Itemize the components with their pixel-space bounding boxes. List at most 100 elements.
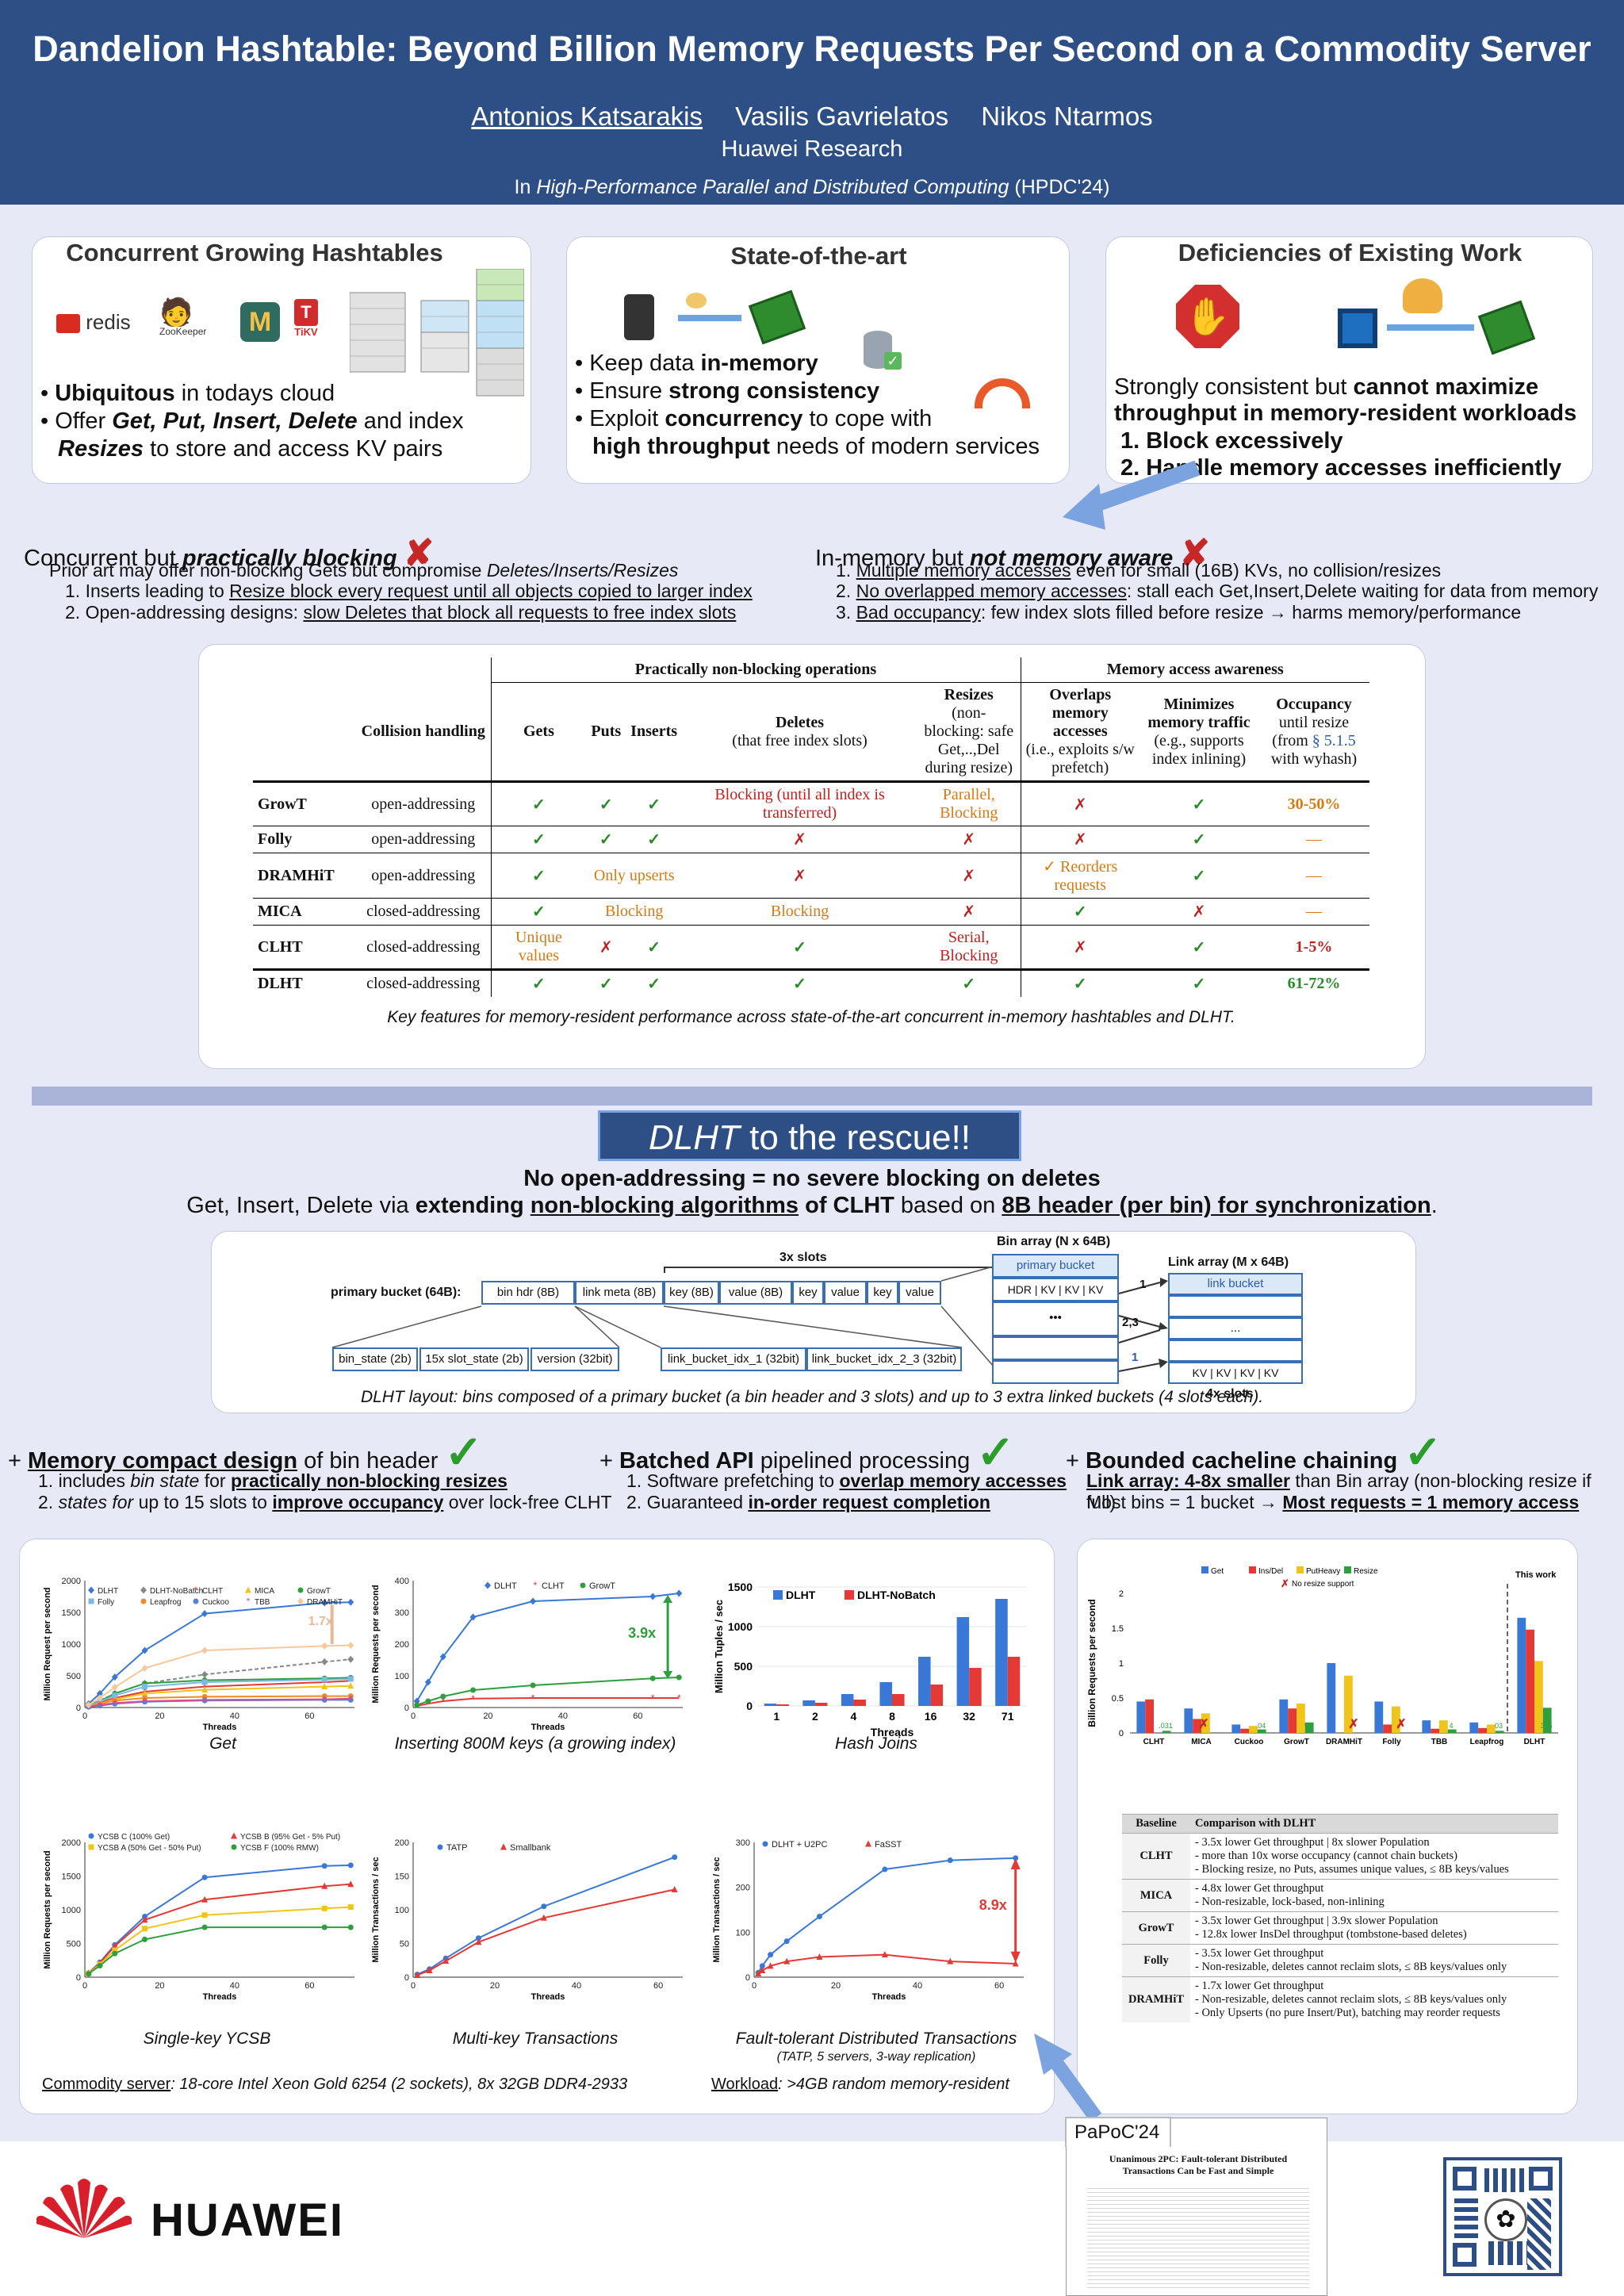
col-puts: Puts [591, 723, 622, 740]
y-tick-label: 1 [1119, 1659, 1124, 1669]
legend-marker [88, 1833, 94, 1839]
data-point [767, 1962, 774, 1969]
bar [853, 1700, 866, 1706]
x-tick-label: 4 [851, 1710, 857, 1723]
author-link[interactable]: Antonios Katsarakis [471, 102, 703, 131]
data-point [201, 1924, 208, 1930]
data-point [541, 1903, 547, 1910]
chart-caption: Hash Joins [835, 1734, 917, 1753]
legend-marker [140, 1586, 147, 1594]
x-tick-label: 16 [925, 1710, 937, 1723]
legend-label: Leapfrog [150, 1598, 181, 1607]
data-point [321, 1658, 328, 1665]
data-point [112, 1947, 118, 1953]
x-tick-label: 40 [558, 1711, 568, 1721]
no-resize-icon: ✗ [1198, 1718, 1208, 1731]
x-tick-label: Leapfrog [1470, 1738, 1504, 1746]
legend-label: YCSB B (95% Get - 5% Put) [240, 1833, 340, 1842]
value-field: value [824, 1281, 867, 1305]
feature-item: 1. Software prefetching to overlap memor… [626, 1470, 1067, 1491]
data-point [141, 1689, 148, 1696]
memory-heading: In-memory but not memory aware ✘ [815, 532, 1210, 573]
panel-title: State-of-the-art [730, 242, 907, 270]
papoc-title: Unanimous 2PC: Fault-tolerant Distribute… [1109, 2153, 1288, 2176]
chart-insert: 0 20 40 60 0 100 200 300 400 Threads Million Reque… [371, 1577, 683, 1732]
bar [1487, 1724, 1496, 1733]
y-tick-label: 0 [76, 1704, 81, 1713]
legend-marker: * [247, 1596, 251, 1607]
table-row: DRAMHiT - 1.7x lower Get throughput - Non-… [1122, 1976, 1558, 2022]
memory-item: 3. Bad occupancy: few index slots filled… [836, 602, 1522, 623]
rescue-line: Get, Insert, Delete via extending non-bl… [186, 1193, 1438, 1218]
x-tick-label: 0 [752, 1981, 756, 1991]
data-point [111, 1683, 118, 1691]
y-tick-label: 50 [400, 1940, 409, 1949]
bullet-cont: Resizes to store and access KV pairs [58, 436, 443, 462]
data-point [530, 1682, 536, 1688]
data-point [96, 1689, 103, 1697]
col-occupancy: Occupancy until resize (from § 5.1.5 with … [1270, 695, 1358, 768]
legend-marker [231, 1832, 237, 1839]
panel-title: Concurrent Growing Hashtables [66, 239, 443, 266]
data-point [947, 1857, 953, 1864]
legend-marker [193, 1598, 199, 1604]
y-tick-label: 150 [395, 1872, 409, 1882]
papoc-label: PaPoC'24 [1065, 2117, 1171, 2147]
x-tick-label: 0 [82, 1711, 87, 1721]
panel-sota: State-of-the-art ✓ • Keep data in-memory… [566, 236, 1070, 484]
data-point [671, 1886, 678, 1892]
data-point [414, 1702, 420, 1708]
qr-code[interactable]: ✿ [1443, 2157, 1562, 2276]
y-axis-label: Million Requests per second [43, 1850, 52, 1968]
data-point [475, 1935, 481, 1941]
x-tick-label: TBB [1431, 1738, 1448, 1746]
bin-dots: ••• [992, 1301, 1119, 1336]
bullet: • Ensure strong consistency [575, 378, 880, 404]
y-tick-label: 300 [736, 1838, 750, 1848]
series-line [88, 1864, 351, 1974]
legend-label: MICA [255, 1587, 274, 1596]
legend-marker [1249, 1566, 1256, 1573]
text-line: Strongly consistent but cannot maximize [1114, 374, 1539, 400]
bar [1447, 1729, 1457, 1733]
data-point [321, 1924, 327, 1930]
data-point [816, 1914, 822, 1919]
data-point [321, 1599, 328, 1607]
x-tick-label: 20 [831, 1981, 841, 1991]
arrow-label: 2,3 [1122, 1316, 1139, 1329]
data-point [111, 1942, 118, 1949]
link-idx1-field: link_bucket_idx_1 (32bit) [661, 1347, 806, 1371]
bar [1231, 1724, 1241, 1733]
bar [1193, 1719, 1201, 1733]
data-point [676, 1674, 682, 1681]
memory-chip-icon [748, 289, 806, 345]
data-point [96, 1694, 103, 1702]
data-point [768, 1952, 774, 1958]
pb-label: primary bucket (64B): [331, 1286, 462, 1299]
data-point [347, 1655, 354, 1663]
papoc-paper[interactable]: PaPoC'24 Unanimous 2PC: Fault-tolerant D… [1065, 2117, 1327, 2296]
server-note: Commodity server: 18-core Intel Xeon Gol… [42, 2076, 628, 2093]
series-line [88, 1906, 351, 1975]
annotation-label: 8.9x [979, 1897, 1007, 1913]
x-tick-label: Cuckoo [1235, 1738, 1264, 1746]
legend-marker: ✗ [1281, 1577, 1289, 1589]
legend-marker [1297, 1566, 1304, 1573]
data-point [321, 1905, 327, 1911]
comparison-panel: 0 0.5 1 1.5 2 Billion Requests per second CLHT… [1077, 1539, 1578, 2114]
comparison-table: Baseline Comparison with DLHT CLHT - 3.5x … [1122, 1814, 1558, 2022]
data-point [440, 1693, 446, 1700]
legend-label: Folly [98, 1598, 114, 1607]
y-tick-label: 200 [395, 1838, 409, 1848]
venue: In High-Performance Parallel and Distrib… [514, 176, 1110, 198]
data-point [86, 1971, 92, 1977]
series-line [88, 1699, 351, 1708]
bar [1526, 1629, 1534, 1733]
data-point [321, 1642, 328, 1650]
legend-label: CLHT [202, 1587, 223, 1596]
data-point [881, 1951, 888, 1958]
col-gets: Gets [523, 723, 554, 740]
blocking-heading: Concurrent but practically blocking ✘ [24, 532, 435, 573]
bar [1257, 1729, 1266, 1733]
